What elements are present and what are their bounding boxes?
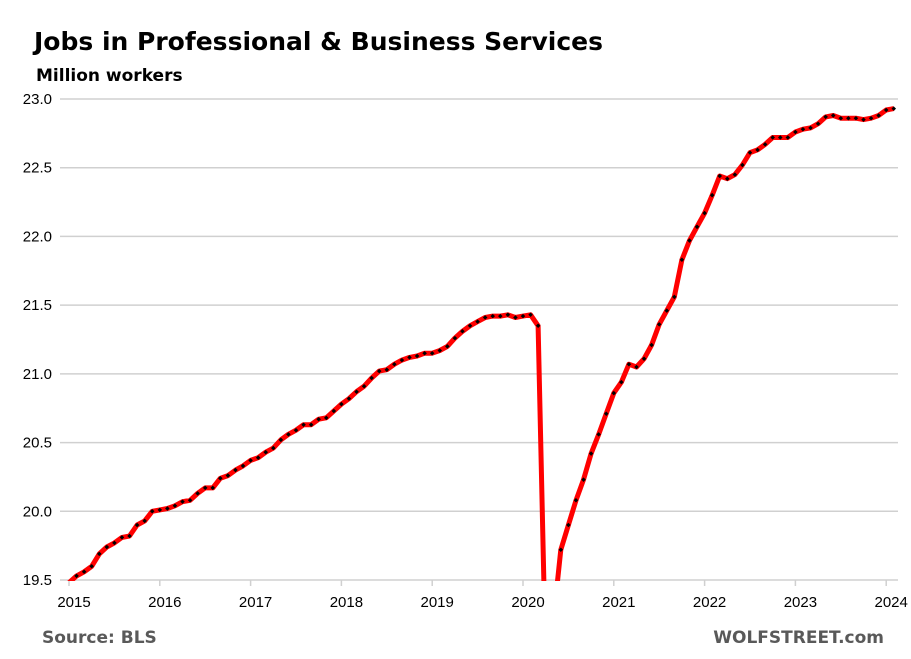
data-point xyxy=(573,498,579,503)
series-line xyxy=(67,106,895,581)
x-tick-label: 2020 xyxy=(511,594,544,611)
data-point xyxy=(656,322,662,327)
data-point xyxy=(301,422,306,427)
data-point xyxy=(286,432,291,437)
data-point xyxy=(316,416,321,422)
data-point xyxy=(399,357,405,363)
data-point xyxy=(475,319,480,324)
data-point xyxy=(672,294,677,300)
data-point xyxy=(800,126,806,132)
x-tick-label: 2024 xyxy=(875,594,908,611)
x-tick-label: 2015 xyxy=(57,594,90,611)
data-point xyxy=(429,350,435,356)
chart-subtitle: Million workers xyxy=(36,66,183,86)
data-point xyxy=(482,315,488,320)
data-point xyxy=(641,356,647,362)
chart-title: Jobs in Professional & Business Services xyxy=(32,27,603,56)
data-point xyxy=(596,432,601,437)
data-point xyxy=(528,312,533,318)
data-point xyxy=(165,506,170,511)
data-point xyxy=(520,313,526,319)
data-point xyxy=(255,455,261,460)
data-point xyxy=(308,422,314,427)
data-point xyxy=(346,396,352,401)
data-point xyxy=(437,348,443,353)
data-point xyxy=(649,342,654,348)
data-point xyxy=(664,308,670,313)
data-point xyxy=(611,390,617,396)
data-point xyxy=(505,312,511,318)
x-tick-label: 2018 xyxy=(330,594,363,611)
data-point xyxy=(180,499,185,504)
source-note: Source: BLS xyxy=(42,628,157,648)
x-tick-label: 2017 xyxy=(239,594,272,611)
data-point xyxy=(331,408,337,414)
x-tick-label: 2023 xyxy=(784,594,817,611)
data-point xyxy=(361,383,367,389)
data-point xyxy=(339,401,344,407)
data-point xyxy=(324,415,329,421)
y-tick-label: 20.5 xyxy=(23,435,52,452)
data-point xyxy=(467,323,473,329)
data-point xyxy=(240,463,246,469)
y-tick-label: 22.0 xyxy=(23,228,52,245)
data-point xyxy=(263,449,268,455)
y-tick-label: 20.0 xyxy=(23,503,52,520)
data-point xyxy=(452,335,458,341)
data-point xyxy=(581,477,586,482)
x-tick-label: 2021 xyxy=(602,594,635,611)
data-point xyxy=(354,389,359,394)
y-tick-label: 22.5 xyxy=(23,160,52,177)
data-point xyxy=(634,364,639,370)
data-point xyxy=(149,509,155,514)
data-point xyxy=(414,353,420,359)
data-point xyxy=(558,547,564,553)
y-tick-label: 21.5 xyxy=(23,297,52,314)
data-point xyxy=(498,313,503,319)
data-point xyxy=(603,411,609,416)
data-point xyxy=(460,328,465,334)
data-point xyxy=(626,361,632,367)
data-point xyxy=(369,375,374,381)
data-point xyxy=(445,344,450,349)
data-point xyxy=(278,437,284,443)
y-tick-label: 23.0 xyxy=(23,91,52,108)
data-point xyxy=(679,257,685,263)
data-point xyxy=(490,313,495,319)
data-point xyxy=(271,445,276,451)
x-tick-label: 2022 xyxy=(693,594,726,611)
data-point xyxy=(293,427,299,433)
x-tick-label: 2016 xyxy=(148,594,181,611)
data-point xyxy=(422,350,427,356)
data-point xyxy=(513,315,518,320)
x-tick-label: 2019 xyxy=(421,594,454,611)
data-point xyxy=(248,458,253,463)
data-point xyxy=(187,498,193,503)
data-point xyxy=(172,503,178,509)
data-point xyxy=(535,323,541,329)
data-point xyxy=(619,379,624,385)
data-point xyxy=(384,367,390,372)
watermark: WOLFSTREET.com xyxy=(713,628,884,648)
data-point xyxy=(588,451,594,456)
y-tick-label: 21.0 xyxy=(23,366,52,383)
data-point xyxy=(407,355,412,360)
data-point xyxy=(376,368,382,374)
data-point xyxy=(157,507,163,513)
data-point xyxy=(392,361,397,367)
y-tick-label: 19.5 xyxy=(23,572,52,589)
